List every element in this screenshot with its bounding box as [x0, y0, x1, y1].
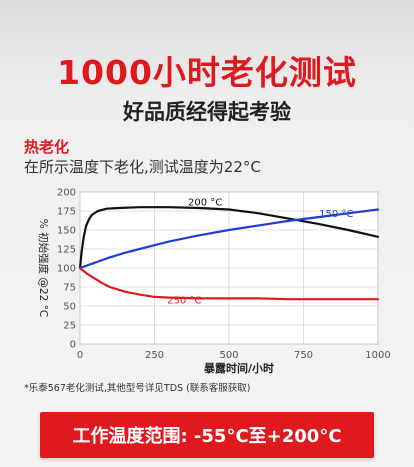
x-tick-label: 500: [219, 350, 238, 361]
subheadline: 好品质经得起考验: [123, 100, 291, 124]
y-tick-label: 125: [57, 245, 76, 256]
y-tick-label: 100: [57, 264, 76, 275]
aging-chart-svg: 0 25 50 75 100 125 150 175 200 0 250 500 750 1000 暴露时间…: [37, 188, 391, 376]
series-annotation-0: 200 °C: [188, 198, 222, 209]
y-axis-label: % 初始强度 @22 °C: [37, 219, 50, 317]
y-tick-label: 200: [57, 188, 76, 199]
y-tick-label: 0: [70, 340, 76, 351]
x-tick-label: 1000: [365, 350, 390, 361]
x-axis-label: 暴露时间/小时: [203, 361, 274, 375]
y-tick-label: 25: [63, 321, 76, 332]
y-tick-label: 150: [57, 226, 76, 237]
section-description: 在所示温度下老化,测试温度为22°C: [24, 158, 261, 176]
headline: 1000小时老化测试: [57, 53, 357, 92]
series-annotation-1: 150 °C: [319, 209, 353, 220]
series-annotation-2: 250 °C: [167, 296, 201, 307]
section-title: 热老化: [24, 138, 70, 156]
series-line-2: [78, 266, 380, 301]
x-tick-label: 750: [294, 350, 313, 361]
aging-chart: 0 25 50 75 100 125 150 175 200 0 250 500 750 1000 暴露时间…: [0, 180, 414, 376]
y-tick-label: 50: [63, 302, 76, 313]
y-tick-label: 75: [63, 283, 76, 294]
y-tick-label: 175: [57, 207, 76, 218]
x-tick-label: 0: [77, 350, 83, 361]
series-line-1: [78, 208, 380, 270]
x-tick-label: 250: [145, 350, 164, 361]
temperature-range-banner: 工作温度范围: -55°C至+200°C: [40, 412, 374, 458]
footnote: *乐泰567老化测试,其他型号详见TDS (联系客服获取): [24, 383, 251, 394]
